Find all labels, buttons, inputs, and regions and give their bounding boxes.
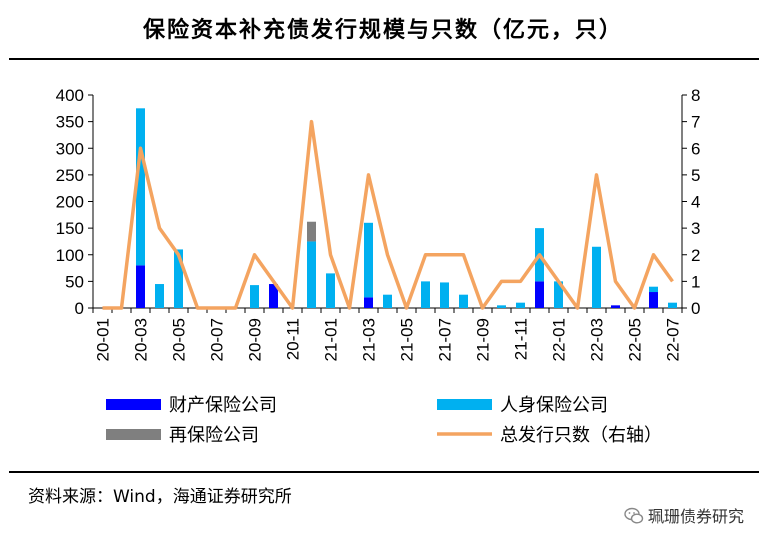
y-tick-label: 300	[56, 139, 84, 158]
bars	[136, 108, 677, 308]
bar-life	[592, 246, 601, 308]
bar-property	[535, 281, 544, 308]
wechat-icon	[624, 507, 644, 524]
y2-tick-label: 7	[691, 113, 700, 132]
bar-property	[649, 292, 658, 308]
x-tick-label: 21-09	[474, 318, 493, 361]
legend-property: 财产保险公司	[106, 395, 277, 415]
x-tick-label: 20-11	[284, 318, 303, 360]
x-tick-label: 20-01	[94, 318, 113, 361]
bar-reinsurance	[307, 221, 316, 242]
bar-life	[554, 281, 563, 308]
x-tick-label: 20-07	[208, 318, 227, 361]
y-tick-label: 350	[56, 113, 84, 132]
legend-swatch	[106, 399, 161, 410]
y-tick-label: 50	[65, 272, 84, 291]
y2-tick-label: 6	[691, 139, 700, 158]
y2-tick-label: 0	[691, 299, 700, 318]
bar-life	[250, 285, 259, 308]
bar-life	[668, 302, 677, 308]
legend-swatch	[437, 399, 492, 410]
x-tick-label: 22-07	[664, 318, 683, 361]
legend-count: 总发行只数（右轴）	[437, 425, 662, 445]
legend-swatch	[106, 429, 161, 440]
chart-title: 保险资本补充债发行规模与只数（亿元，只）	[142, 17, 623, 43]
y-tick-label: 100	[56, 246, 84, 265]
bar-property	[364, 297, 373, 308]
y2-tick-label: 2	[691, 246, 700, 265]
chart: 0 50 100 150 200 250 300 350 400 0 1 2 3 4 5 6 7 8 20-01 20…	[56, 86, 701, 445]
legend-label: 总发行只数（右轴）	[500, 425, 662, 445]
legend-label: 人身保险公司	[500, 395, 608, 415]
top-rule	[9, 58, 759, 60]
bar-life	[307, 241, 316, 308]
bar-life	[649, 286, 658, 293]
legend-reinsurance: 再保险公司	[106, 425, 259, 445]
x-tick-label: 21-03	[360, 318, 379, 361]
source-note: 资料来源：Wind，海通证券研究所	[28, 487, 292, 507]
x-tick-label: 21-05	[398, 318, 417, 361]
y-tick-label: 250	[56, 166, 84, 185]
bar-life	[383, 294, 392, 308]
legend-label: 再保险公司	[169, 425, 259, 445]
bottom-rule	[9, 471, 759, 473]
legend-label: 财产保险公司	[169, 395, 277, 415]
x-tick-label: 22-03	[588, 318, 607, 361]
bar-life	[440, 282, 449, 308]
y2-tick-label: 1	[691, 272, 700, 291]
series-line-count	[102, 119, 674, 310]
x-tick-label: 20-05	[170, 318, 189, 361]
x-tick-label: 21-01	[322, 318, 341, 361]
bar-property	[269, 284, 278, 308]
bar-life	[155, 284, 164, 308]
bar-property	[611, 305, 620, 308]
x-tick-label: 20-03	[132, 318, 151, 361]
x-tick-label: 20-09	[246, 318, 265, 361]
x-tick-label: 21-11	[512, 318, 531, 360]
y2-tick-label: 3	[691, 219, 700, 238]
bar-life	[459, 294, 468, 308]
y2-tick-label: 8	[691, 86, 700, 105]
bar-life	[174, 249, 183, 308]
watermark: 珮珊债券研究	[624, 503, 744, 527]
y-tick-label: 200	[56, 193, 84, 212]
axes: 0 50 100 150 200 250 300 350 400 0 1 2 3 4 5 6 7 8 20-01 20…	[56, 86, 701, 361]
count-line	[102, 119, 674, 310]
y2-tick-label: 5	[691, 166, 700, 185]
bar-life	[516, 302, 525, 308]
bar-property	[136, 265, 145, 308]
y-tick-label: 400	[56, 86, 84, 105]
watermark-text: 珮珊债券研究	[647, 507, 744, 526]
y2-tick-label: 4	[691, 193, 700, 212]
x-tick-label: 22-01	[550, 318, 569, 361]
legend-life: 人身保险公司	[437, 395, 608, 415]
bar-life	[136, 108, 145, 266]
bar-life	[364, 222, 373, 298]
bar-life	[326, 273, 335, 308]
bar-life	[421, 281, 430, 308]
y-tick-label: 0	[75, 299, 84, 318]
bar-life	[497, 305, 506, 308]
y-tick-label: 150	[56, 219, 84, 238]
x-tick-label: 21-07	[436, 318, 455, 361]
x-tick-label: 22-05	[626, 318, 645, 361]
